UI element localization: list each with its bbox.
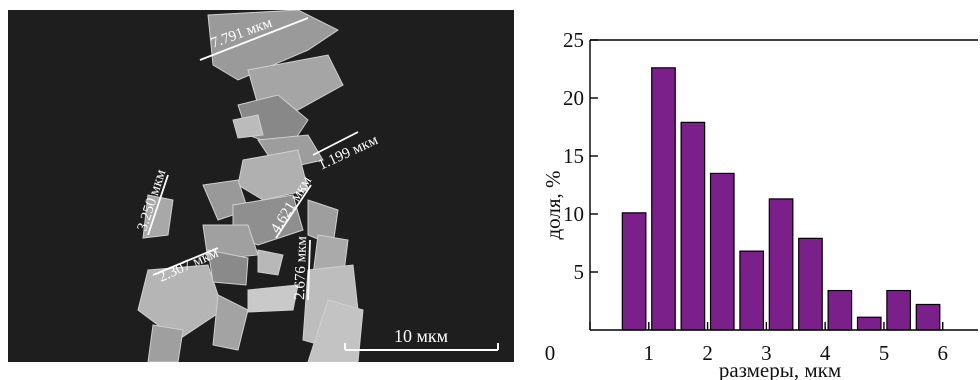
y-tick-label: 15	[563, 144, 584, 168]
bar	[915, 303, 941, 331]
bar	[798, 237, 823, 331]
bar	[827, 289, 853, 331]
measurement-lines	[147, 17, 359, 301]
bar	[621, 212, 647, 331]
x-tick-label: 0	[545, 341, 556, 365]
measurement-label: 1.199 мкм	[316, 132, 381, 174]
bar	[886, 289, 911, 331]
x-tick-label: 1	[644, 341, 655, 365]
histogram-chart: 5 10 15 20 25 0 1 2 3 4 5 6 доля, % размеры, мкм	[520, 0, 980, 380]
y-tick-label: 5	[574, 260, 585, 284]
x-tick-label: 6	[937, 341, 948, 365]
bars-layer	[621, 67, 941, 331]
bar	[856, 316, 882, 331]
scale-bar-label: 10 мкм	[394, 326, 448, 346]
x-tick-label: 5	[879, 341, 890, 365]
x-tick-label: 4	[820, 341, 831, 365]
y-tick-label: 25	[563, 28, 584, 52]
sem-micrograph: 7.791 мкм 1.199 мкм 3.250 мкм 4.621 мкм …	[8, 10, 514, 362]
x-axis-title: размеры, мкм	[719, 358, 841, 380]
bar	[739, 250, 765, 331]
bar	[680, 121, 706, 331]
bar	[709, 172, 735, 331]
crystal-particles	[137, 10, 364, 362]
bar	[768, 198, 794, 331]
axes-layer: 5 10 15 20 25 0 1 2 3 4 5 6	[545, 28, 978, 365]
x-tick-label: 3	[761, 341, 772, 365]
x-tick-label: 2	[702, 341, 713, 365]
y-tick-label: 10	[563, 202, 584, 226]
y-tick-label: 20	[563, 86, 584, 110]
measurement-label: 2.676 мкм	[292, 235, 310, 300]
bar	[651, 67, 676, 331]
y-axis-title: доля, %	[541, 170, 565, 239]
